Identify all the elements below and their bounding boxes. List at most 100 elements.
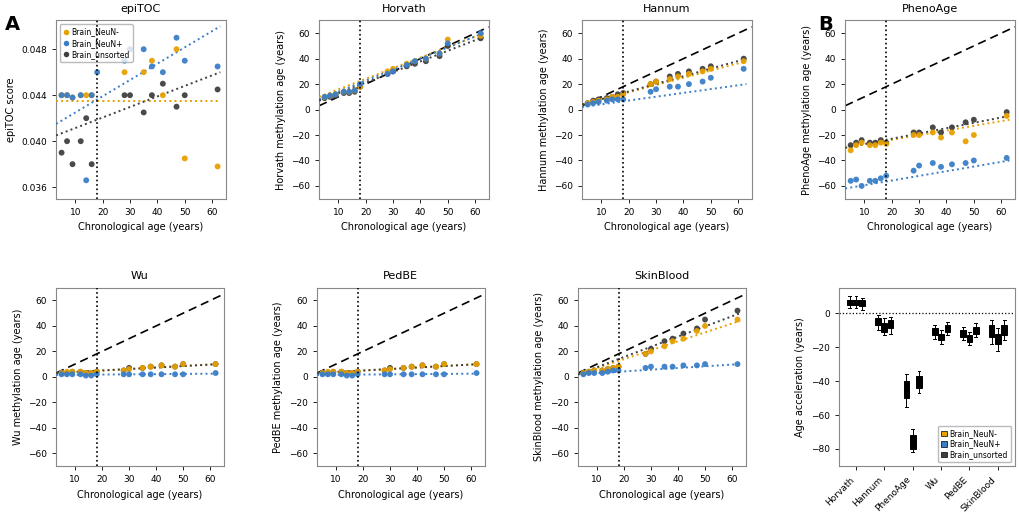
Point xyxy=(590,97,606,105)
Point xyxy=(910,131,926,139)
Point xyxy=(680,67,696,75)
Point xyxy=(175,360,192,368)
Point xyxy=(688,361,704,370)
Point xyxy=(439,39,455,48)
Point xyxy=(89,370,105,378)
Point xyxy=(590,98,606,106)
Point xyxy=(59,91,75,99)
Point xyxy=(468,369,484,377)
Point xyxy=(77,372,94,380)
PathPatch shape xyxy=(880,324,887,332)
Point xyxy=(115,367,131,375)
Point xyxy=(614,89,631,97)
PathPatch shape xyxy=(846,300,852,305)
Point xyxy=(376,367,392,375)
Point xyxy=(663,334,680,343)
Point xyxy=(609,90,626,98)
Point xyxy=(965,131,981,139)
Point xyxy=(343,369,360,377)
Y-axis label: Horvath methylation age (years): Horvath methylation age (years) xyxy=(275,30,285,189)
Point xyxy=(435,360,451,368)
Point xyxy=(340,89,357,97)
Point xyxy=(143,362,159,371)
Point xyxy=(604,367,621,375)
Point xyxy=(675,334,691,343)
Point xyxy=(346,87,363,95)
Point xyxy=(614,95,631,103)
Point xyxy=(861,177,877,185)
Point xyxy=(143,362,159,371)
Point xyxy=(694,67,710,75)
Point xyxy=(661,72,678,80)
Point xyxy=(72,91,89,99)
Point xyxy=(327,92,343,100)
Point xyxy=(333,368,350,376)
Point xyxy=(175,360,192,368)
Point xyxy=(688,327,704,335)
X-axis label: Chronological age (years): Chronological age (years) xyxy=(77,489,203,500)
Point xyxy=(83,369,99,377)
Point xyxy=(842,146,858,155)
Point xyxy=(642,80,658,88)
Point xyxy=(64,160,81,168)
Point xyxy=(53,148,69,157)
Point xyxy=(957,137,973,145)
PathPatch shape xyxy=(931,329,936,335)
Point xyxy=(418,55,434,63)
Point xyxy=(404,362,420,371)
Point xyxy=(327,90,343,98)
Point xyxy=(418,55,434,63)
Text: B: B xyxy=(817,15,833,34)
Point xyxy=(943,160,959,168)
X-axis label: Chronological age (years): Chronological age (years) xyxy=(866,222,991,232)
Point xyxy=(59,91,75,99)
Point xyxy=(84,91,100,99)
Point xyxy=(209,86,225,94)
Point xyxy=(932,134,949,142)
Point xyxy=(598,94,614,102)
Point xyxy=(702,62,718,70)
Point xyxy=(680,80,696,88)
Point xyxy=(609,362,626,371)
Point xyxy=(325,368,341,376)
Point xyxy=(376,367,392,375)
Point xyxy=(669,82,686,91)
Point xyxy=(923,159,940,167)
Point xyxy=(696,315,712,324)
Point xyxy=(346,87,363,95)
Point xyxy=(842,177,858,185)
Point xyxy=(472,34,488,42)
Point xyxy=(153,361,169,370)
Point xyxy=(59,368,75,376)
Point xyxy=(207,360,223,368)
Point xyxy=(590,95,606,103)
Point xyxy=(642,345,658,353)
Point xyxy=(593,367,609,375)
Point xyxy=(352,80,368,88)
Point xyxy=(72,370,89,378)
Text: A: A xyxy=(5,15,20,34)
Point xyxy=(352,82,368,91)
Point xyxy=(847,139,863,147)
Point xyxy=(407,57,423,66)
Point xyxy=(637,364,653,372)
Point xyxy=(207,360,223,368)
Point xyxy=(395,370,412,378)
Point xyxy=(350,368,366,376)
PathPatch shape xyxy=(859,300,864,306)
Point xyxy=(153,370,169,378)
Point xyxy=(116,68,132,76)
Point xyxy=(998,112,1014,120)
Point xyxy=(579,99,595,108)
Point xyxy=(853,139,869,147)
Point xyxy=(343,372,360,380)
Point xyxy=(593,369,609,377)
Point xyxy=(319,368,335,376)
Point xyxy=(637,350,653,358)
Point xyxy=(468,360,484,368)
Point xyxy=(77,369,94,377)
Point xyxy=(335,88,352,96)
Point xyxy=(642,88,658,96)
Point xyxy=(957,118,973,126)
Title: PhenoAge: PhenoAge xyxy=(901,4,957,14)
